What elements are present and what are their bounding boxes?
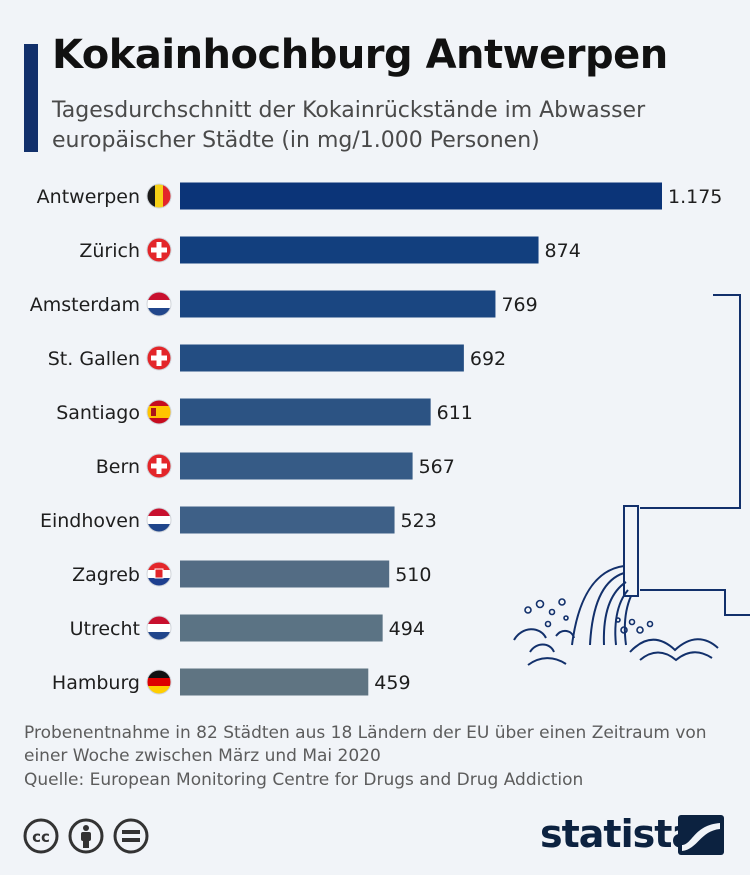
bar (180, 344, 464, 372)
category-label: Eindhoven (40, 510, 140, 532)
source-note: Quelle: European Monitoring Centre for D… (24, 770, 584, 790)
category-label: Amsterdam (30, 294, 140, 316)
category-label: Hamburg (52, 672, 140, 694)
statista-logo-icon[interactable] (678, 815, 724, 855)
bar (180, 182, 662, 210)
title-accent-bar (24, 44, 38, 152)
value-label: 567 (419, 456, 455, 478)
bar (180, 614, 383, 642)
flag-icon (146, 399, 172, 425)
no-derivatives-icon[interactable] (113, 818, 149, 854)
category-label: Antwerpen (37, 186, 140, 208)
flag-icon (146, 291, 172, 317)
svg-text:cc: cc (32, 828, 50, 846)
flag-icon (146, 237, 172, 263)
value-label: 769 (501, 294, 537, 316)
value-label: 523 (401, 510, 437, 532)
value-label: 611 (437, 402, 473, 424)
category-label: Bern (96, 456, 140, 478)
footnote: Probenentnahme in 82 Städten aus 18 Länd… (24, 723, 707, 766)
value-label: 692 (470, 348, 506, 370)
flag-icon (146, 345, 172, 371)
bar (180, 236, 539, 264)
category-label: Santiago (56, 402, 140, 424)
flag-icon (146, 561, 172, 587)
value-label: 510 (395, 564, 431, 586)
attribution-icon[interactable] (68, 818, 104, 854)
statista-logo[interactable]: statista (540, 812, 697, 856)
flag-icon (146, 507, 172, 533)
bar (180, 290, 496, 318)
chart-title: Kokainhochburg Antwerpen (52, 32, 668, 78)
value-label: 494 (389, 618, 425, 640)
category-label: Utrecht (70, 618, 140, 640)
bar (180, 452, 413, 480)
flag-icon (146, 669, 172, 695)
flag-icon (146, 615, 172, 641)
bar (180, 398, 431, 426)
category-label: Zürich (79, 240, 140, 262)
category-label: St. Gallen (48, 348, 140, 370)
bar (180, 506, 395, 534)
flag-icon (146, 453, 172, 479)
bar (180, 560, 390, 588)
category-label: Zagreb (72, 564, 140, 586)
chart-subtitle: Tagesdurchschnitt der Kokainrückstände i… (52, 98, 646, 153)
bar (180, 668, 369, 696)
cc-icon[interactable]: cc (23, 818, 59, 854)
value-label: 1.175 (668, 186, 722, 208)
drain-pipe-illustration (513, 294, 750, 666)
flag-icon (146, 183, 172, 209)
bar-chart: Antwerpen 1.175 Zürich 874 Amsterdam 769 St. G… (30, 182, 722, 696)
value-label: 459 (374, 672, 410, 694)
value-label: 874 (545, 240, 581, 262)
license-icons[interactable]: cc (22, 817, 162, 857)
